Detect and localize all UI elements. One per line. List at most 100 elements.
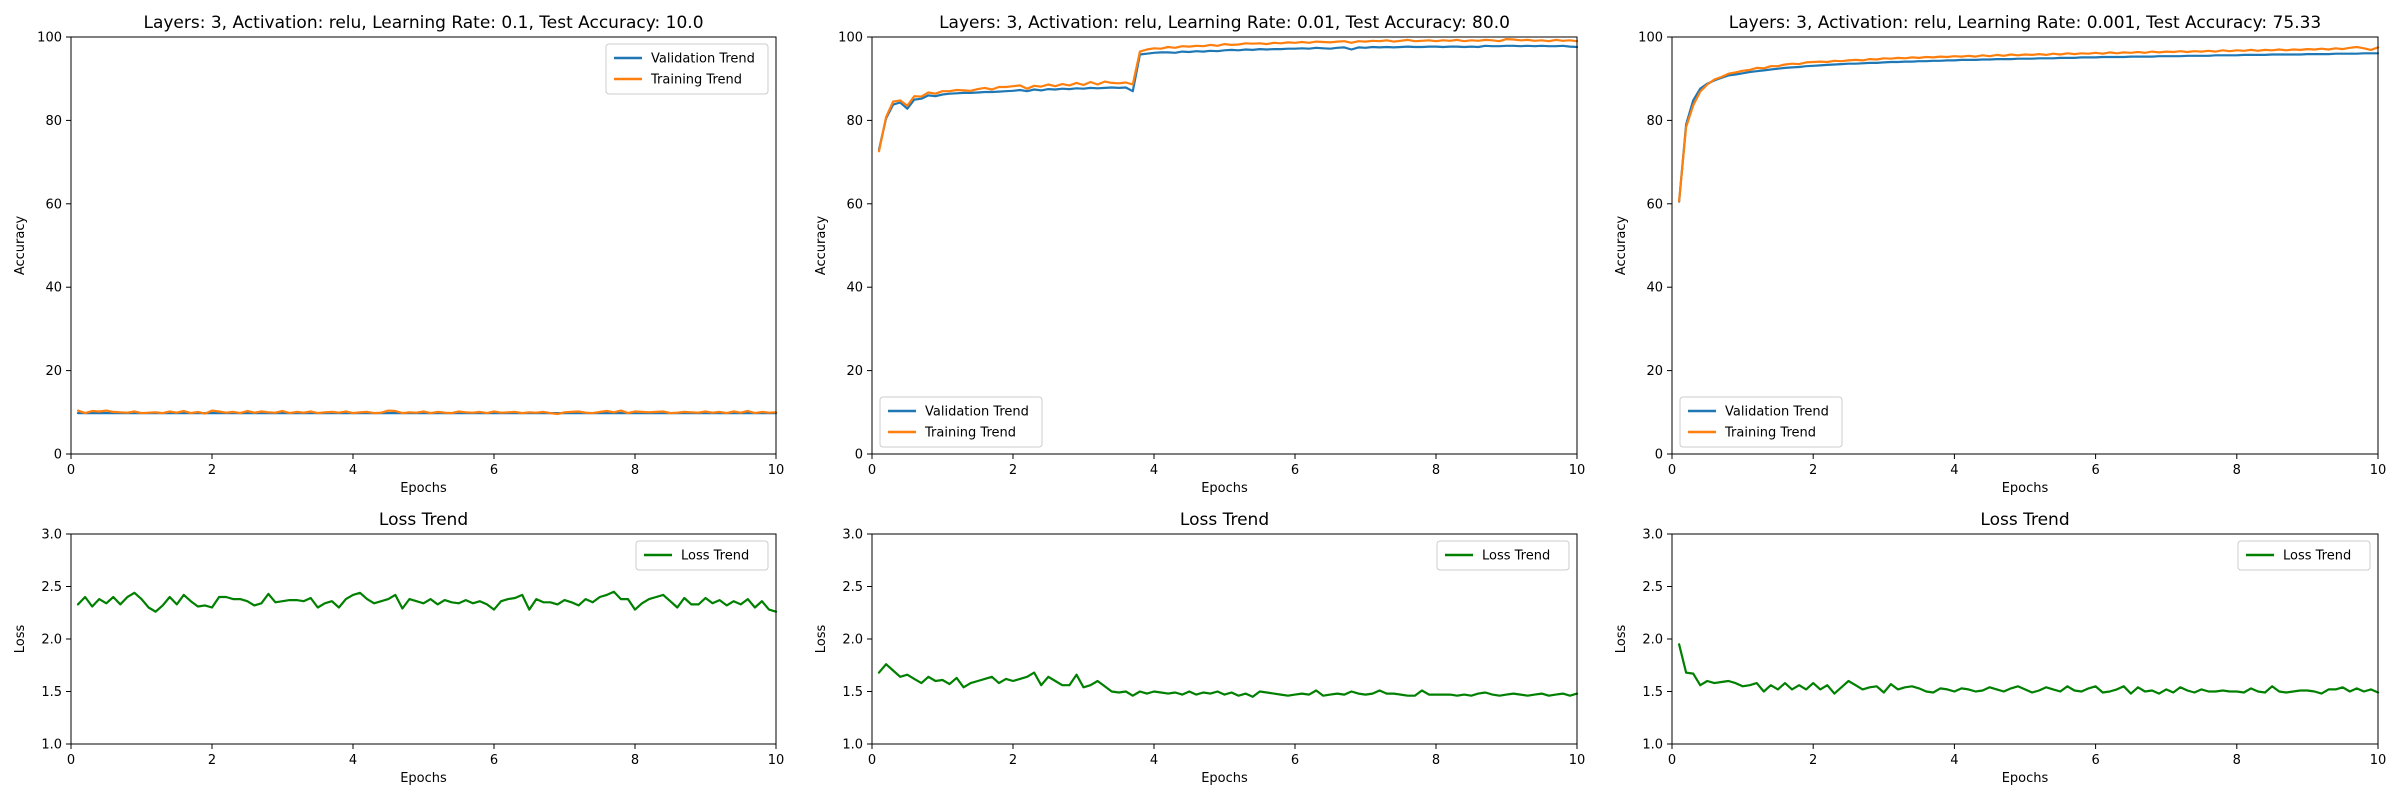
x-tick-label: 2 <box>1809 463 1817 478</box>
x-axis-label: Epochs <box>400 771 447 786</box>
legend-label: Loss Trend <box>2283 549 2351 564</box>
x-axis-label: Epochs <box>2002 771 2049 786</box>
y-axis-label: Loss <box>814 625 829 654</box>
x-axis-label: Epochs <box>2002 481 2049 496</box>
legend: Validation Trend Training Trend <box>605 43 769 95</box>
chart-title: Layers: 3, Activation: relu, Learning Ra… <box>939 13 1510 33</box>
series-line-loss-trend <box>1677 643 2380 695</box>
plot-frame <box>1671 36 2379 455</box>
y-tick-label: 3.0 <box>41 528 62 543</box>
x-tick-label: 10 <box>2370 753 2387 768</box>
x-tick-label: 2 <box>1009 463 1017 478</box>
y-tick-label: 80 <box>45 114 62 129</box>
x-tick-label: 8 <box>2233 753 2241 768</box>
y-tick-label: 20 <box>846 364 863 379</box>
y-tick-label: 0 <box>54 448 62 463</box>
legend: Loss Trend <box>1436 540 1570 571</box>
legend: Validation Trend Training Trend <box>879 396 1043 448</box>
x-tick-label: 4 <box>1950 753 1958 768</box>
plot-frame <box>871 36 1578 455</box>
y-axis-label: Loss <box>13 625 28 654</box>
y-tick-label: 100 <box>838 31 863 46</box>
x-tick-label: 8 <box>631 753 639 768</box>
chart-title: Loss Trend <box>1980 510 2069 530</box>
chart-panel-6: 0 2 4 6 8 10 1.0 1.5 2.0 2.5 3.0 Epochs Loss Loss Tre… <box>1614 510 2386 786</box>
x-tick-label: 0 <box>67 753 75 768</box>
y-tick-label: 100 <box>37 31 62 46</box>
y-tick-label: 3.0 <box>1642 528 1663 543</box>
legend: Validation Trend Training Trend <box>1679 396 1843 448</box>
y-tick-label: 1.5 <box>41 685 62 700</box>
legend-label: Loss Trend <box>1482 549 1550 564</box>
x-tick-label: 6 <box>490 753 498 768</box>
y-tick-label: 40 <box>1646 281 1663 296</box>
x-tick-label: 10 <box>1569 753 1586 768</box>
y-axis-label: Accuracy <box>13 216 28 276</box>
legend-box <box>879 396 1043 448</box>
y-tick-label: 80 <box>1646 114 1663 129</box>
y-tick-label: 1.5 <box>842 685 863 700</box>
y-tick-label: 1.5 <box>1642 685 1663 700</box>
x-tick-label: 6 <box>1291 463 1299 478</box>
legend: Loss Trend <box>2237 540 2371 571</box>
series-line-validation-trend <box>877 44 1579 151</box>
legend: Loss Trend <box>635 540 769 571</box>
series-line-training-trend <box>877 37 1579 153</box>
y-tick-label: 100 <box>1638 31 1663 46</box>
x-tick-label: 2 <box>208 463 216 478</box>
legend-label: Training Trend <box>1724 426 1816 441</box>
x-tick-label: 2 <box>208 753 216 768</box>
y-tick-label: 80 <box>846 114 863 129</box>
y-tick-label: 2.5 <box>1642 580 1663 595</box>
y-tick-label: 2.0 <box>842 633 863 648</box>
x-tick-label: 10 <box>768 463 785 478</box>
y-tick-label: 20 <box>45 364 62 379</box>
legend-box <box>1679 396 1843 448</box>
series-line-validation-trend <box>1677 52 2380 203</box>
y-axis-label: Accuracy <box>1614 216 1629 276</box>
y-tick-label: 2.5 <box>41 580 62 595</box>
y-tick-label: 60 <box>1646 197 1663 212</box>
series-line-training-trend <box>76 409 778 416</box>
chart-title: Loss Trend <box>1180 510 1269 530</box>
legend-label: Loss Trend <box>681 549 749 564</box>
legend-box <box>635 540 769 571</box>
x-tick-label: 0 <box>868 463 876 478</box>
chart-panel-1: 0 2 4 6 8 10020406080100EpochsAccuracyLayers:… <box>13 13 784 496</box>
y-tick-label: 1.0 <box>41 738 62 753</box>
x-tick-label: 6 <box>2091 753 2099 768</box>
y-tick-label: 0 <box>1655 448 1663 463</box>
legend-box <box>2237 540 2371 571</box>
chart-panel-4: 0 2 4 6 8 10 1.0 1.5 2.0 2.5 3.0 Epochs Loss Loss Tre… <box>13 510 784 786</box>
y-tick-label: 40 <box>45 281 62 296</box>
x-tick-label: 4 <box>1950 463 1958 478</box>
y-tick-label: 60 <box>45 197 62 212</box>
legend-label: Validation Trend <box>1725 405 1829 420</box>
y-tick-label: 0 <box>855 448 863 463</box>
y-tick-label: 2.0 <box>1642 633 1663 648</box>
legend-box <box>1436 540 1570 571</box>
series-line-loss-trend <box>877 663 1579 698</box>
x-tick-label: 4 <box>349 463 357 478</box>
legend-label: Training Trend <box>924 426 1016 441</box>
x-tick-label: 2 <box>1809 753 1817 768</box>
legend-label: Validation Trend <box>925 405 1029 420</box>
y-tick-label: 2.5 <box>842 580 863 595</box>
chart-title: Layers: 3, Activation: relu, Learning Ra… <box>1729 13 2321 33</box>
y-tick-label: 60 <box>846 197 863 212</box>
x-tick-label: 4 <box>349 753 357 768</box>
y-tick-label: 20 <box>1646 364 1663 379</box>
x-tick-label: 10 <box>2370 463 2387 478</box>
x-tick-label: 4 <box>1150 463 1158 478</box>
x-tick-label: 6 <box>490 463 498 478</box>
x-tick-label: 0 <box>868 753 876 768</box>
x-tick-label: 0 <box>1668 753 1676 768</box>
x-tick-label: 2 <box>1009 753 1017 768</box>
y-tick-label: 2.0 <box>41 633 62 648</box>
plot-frame <box>70 36 777 455</box>
y-tick-label: 1.0 <box>842 738 863 753</box>
chart-title: Layers: 3, Activation: relu, Learning Ra… <box>143 13 703 33</box>
chart-title: Loss Trend <box>379 510 468 530</box>
y-axis-label: Accuracy <box>814 216 829 276</box>
x-tick-label: 8 <box>631 463 639 478</box>
